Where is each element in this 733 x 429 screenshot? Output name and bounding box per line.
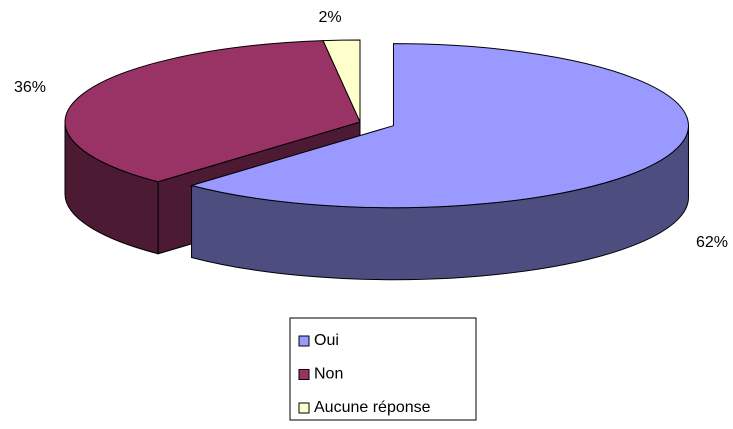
legend: Oui Non Aucune réponse xyxy=(298,332,431,416)
slice xyxy=(189,43,689,209)
legend-swatch xyxy=(298,335,310,347)
legend-swatch xyxy=(298,369,310,380)
data-label: 36% xyxy=(14,79,46,96)
legend-swatch xyxy=(298,402,310,414)
legend-box xyxy=(289,317,477,421)
slice xyxy=(64,40,361,183)
data-label: 2% xyxy=(318,9,341,26)
legend-label: Aucune réponse xyxy=(314,399,431,416)
pie xyxy=(64,39,689,281)
legend-label: Non xyxy=(314,366,343,383)
legend-label: Oui xyxy=(314,332,339,349)
data-label: 62% xyxy=(696,234,728,251)
